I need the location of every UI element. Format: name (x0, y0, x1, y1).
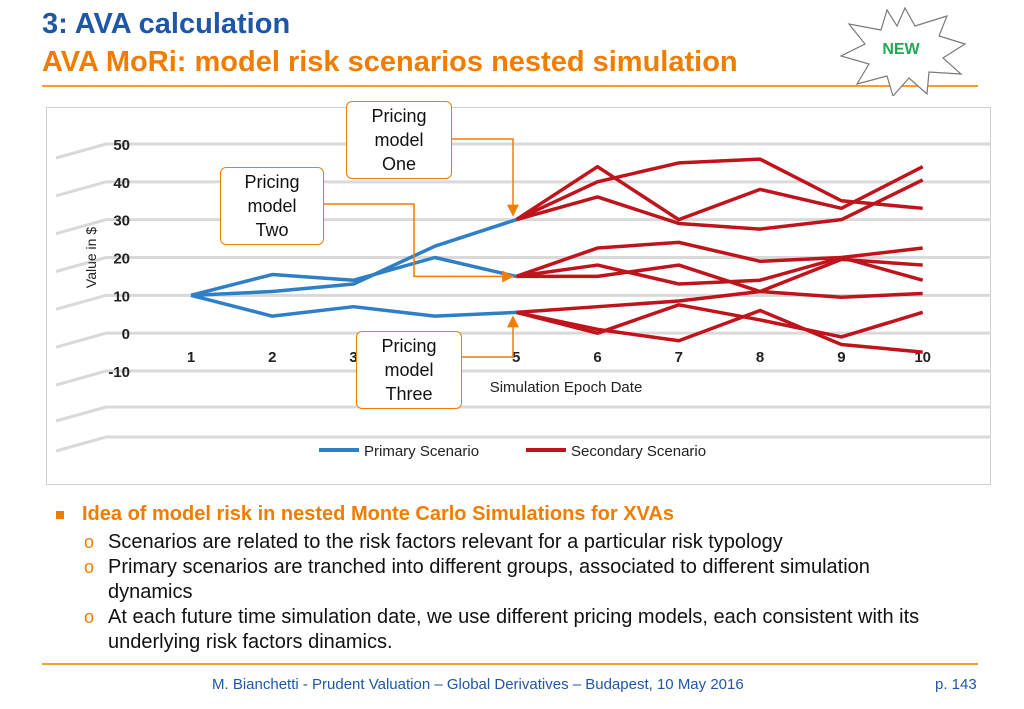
gridline (55, 142, 991, 160)
y-tick-label: 0 (122, 326, 130, 343)
arrow-model-one (450, 138, 519, 217)
bullet-main-text: Idea of model risk in nested Monte Carlo… (82, 503, 674, 525)
secondary-series-line (515, 308, 923, 354)
x-axis-title: Simulation Epoch Date (490, 379, 643, 396)
legend: Primary Scenario Secondary Scenario (319, 443, 706, 460)
slide-title: 3: AVA calculation (42, 8, 291, 40)
y-tick-label: 20 (113, 251, 130, 268)
x-tick-label: 6 (593, 349, 601, 366)
secondary-series-line (516, 263, 923, 299)
callout-pricing-model-three: Pricing model Three (356, 331, 462, 409)
new-badge: NEW (839, 6, 967, 96)
bullet-sub: o Primary scenarios are tranched into dif… (84, 555, 956, 605)
x-tick-label: 2 (268, 349, 276, 366)
primary-series-line (190, 255, 517, 298)
primary-series-line (190, 293, 517, 318)
callout-one-line-3: One (381, 154, 417, 174)
starburst-icon (839, 6, 967, 96)
x-tick-label: 8 (756, 349, 764, 366)
axes: -100102030405012345678910Simulation Epoc… (83, 137, 931, 396)
gridline (55, 405, 991, 423)
bullet-sub-text: Primary scenarios are tranched into diff… (108, 556, 870, 603)
callout-one-line-1: Pricing (371, 106, 427, 126)
y-tick-label: 50 (113, 137, 130, 154)
bullet-list: Idea of model risk in nested Monte Carlo… (56, 503, 956, 655)
new-badge-label: NEW (882, 41, 920, 58)
secondary-series-line (515, 240, 923, 279)
arrow-model-two (322, 203, 515, 283)
callout-three-line-2: model (384, 360, 434, 380)
secondary-series-line (515, 178, 924, 231)
callout-three-line-3: Three (385, 384, 433, 404)
callout-two-line-1: Pricing (244, 172, 300, 192)
x-tick-label: 3 (349, 349, 357, 366)
line-chart: -100102030405012345678910Simulation Epoc… (46, 107, 991, 485)
footer-text: M. Bianchetti - Prudent Valuation – Glob… (212, 676, 744, 693)
y-tick-label: -10 (108, 364, 130, 381)
arrow-model-three (460, 315, 519, 358)
chart-area: -100102030405012345678910Simulation Epoc… (46, 101, 991, 485)
gridline (55, 218, 991, 236)
x-tick-label: 7 (675, 349, 683, 366)
callout-pricing-model-two: Pricing model Two (220, 167, 324, 245)
x-tick-label: 1 (187, 349, 195, 366)
x-tick-label: 5 (512, 349, 520, 366)
x-tick-label: 9 (837, 349, 845, 366)
y-tick-label: 40 (113, 175, 130, 192)
gridline (55, 256, 991, 273)
callout-pricing-model-one: Pricing model One (346, 101, 452, 179)
series-group (190, 157, 924, 354)
bullet-main: Idea of model risk in nested Monte Carlo… (56, 503, 956, 526)
top-divider (42, 85, 978, 87)
slide-subtitle: AVA MoRi: model risk scenarios nested si… (42, 46, 738, 78)
secondary-series-line (515, 157, 923, 222)
square-bullet-icon (56, 511, 64, 519)
callout-one-line-2: model (374, 130, 424, 150)
primary-series-line (190, 218, 517, 298)
page-number: p. 143 (935, 676, 977, 693)
bullet-sub: o At each future time simulation date, we… (84, 605, 956, 655)
circle-bullet-icon: o (84, 607, 95, 627)
bottom-divider (42, 663, 978, 665)
legend-label-secondary: Secondary Scenario (571, 443, 706, 460)
bullet-sub-text: At each future time simulation date, we … (108, 606, 920, 653)
circle-bullet-icon: o (84, 557, 95, 577)
callout-two-line-3: Two (255, 220, 289, 240)
circle-bullet-icon: o (84, 532, 95, 552)
gridline (55, 369, 991, 387)
gridline (55, 293, 991, 311)
callout-connectors (322, 138, 519, 358)
callout-two-line-2: model (247, 196, 297, 216)
y-axis-title: Value in $ (83, 227, 99, 288)
bullet-sub: o Scenarios are related to the risk facto… (84, 530, 956, 555)
legend-label-primary: Primary Scenario (364, 443, 479, 460)
y-tick-label: 30 (113, 213, 130, 230)
secondary-series-line (515, 303, 924, 339)
gridline (55, 435, 991, 453)
secondary-series-line (516, 257, 923, 315)
y-tick-label: 10 (113, 288, 130, 305)
bullet-sub-text: Scenarios are related to the risk factor… (108, 531, 783, 553)
gridline (55, 180, 991, 198)
callout-three-line-1: Pricing (381, 336, 437, 356)
